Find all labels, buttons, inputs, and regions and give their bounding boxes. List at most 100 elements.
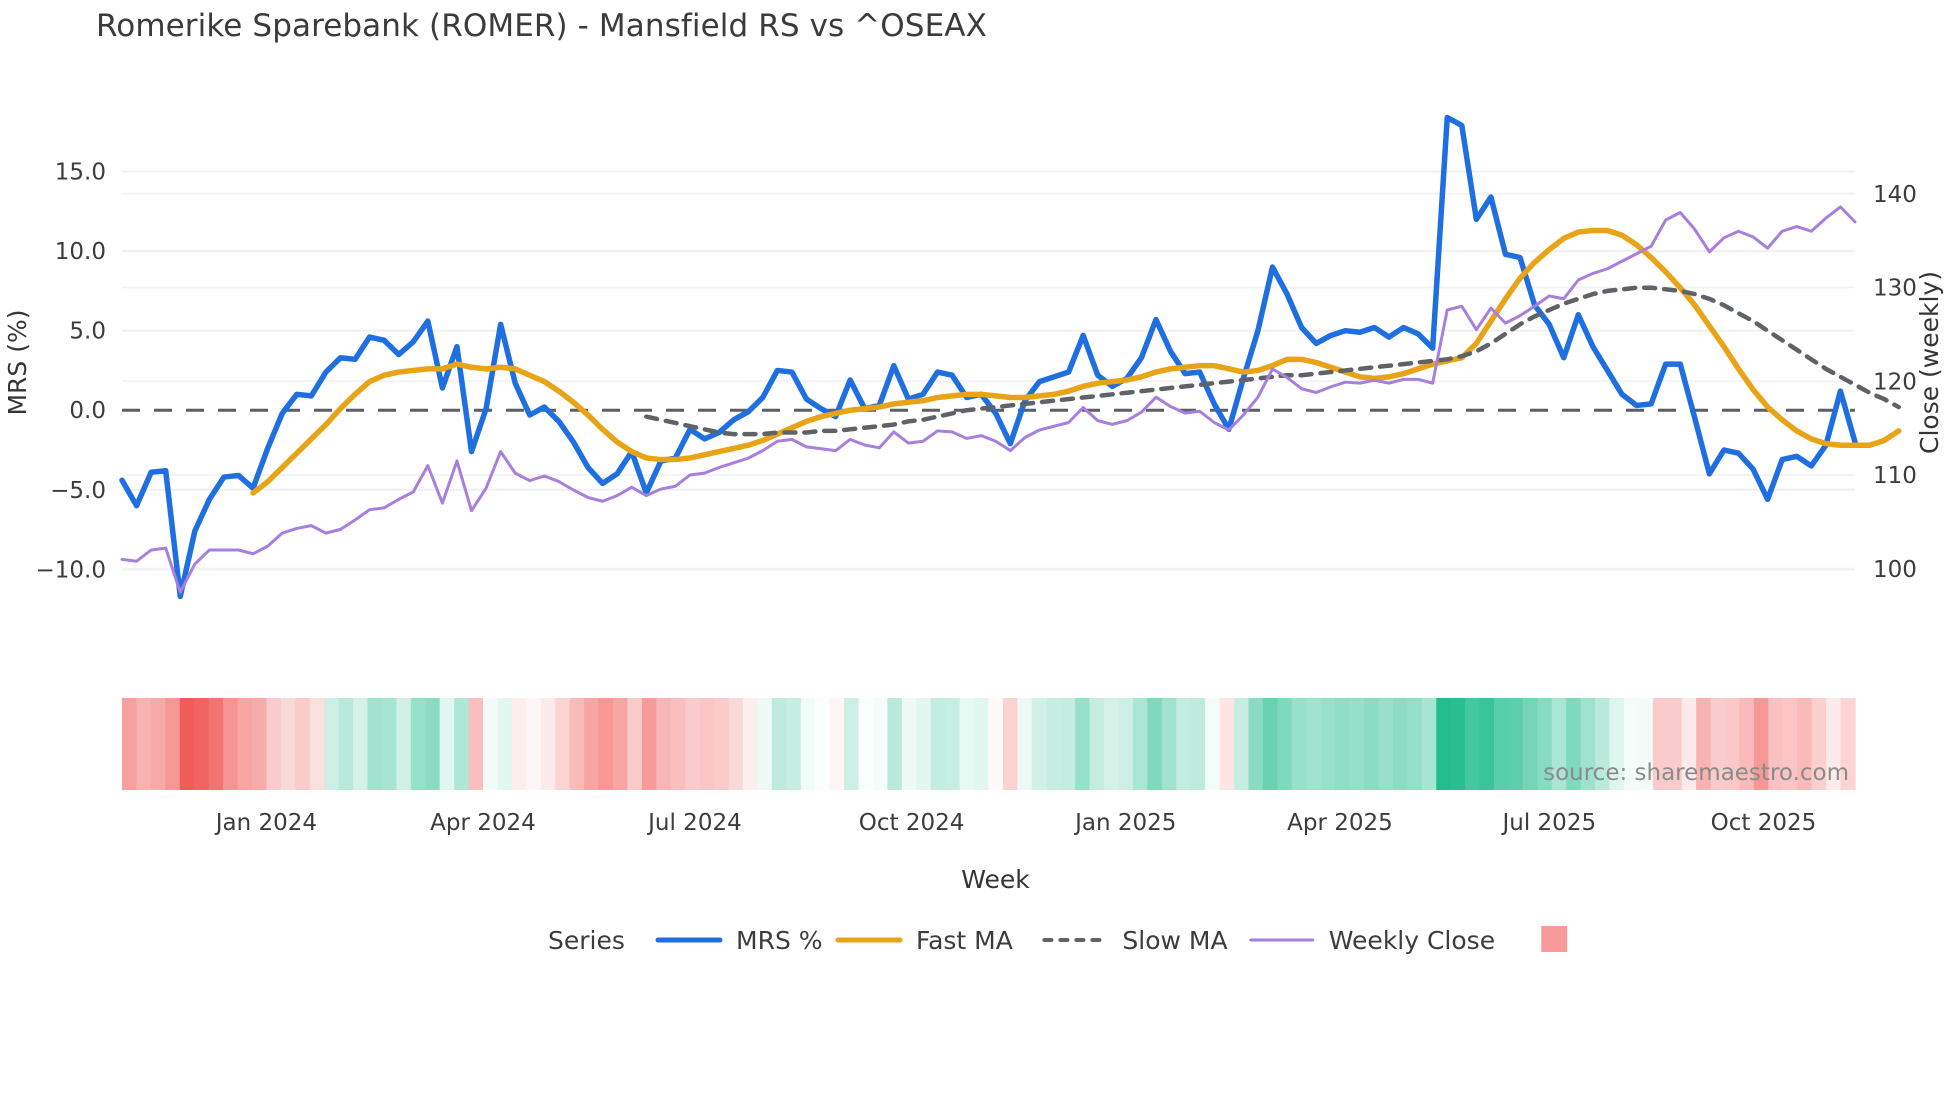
heatmap-band: [1782, 698, 1798, 790]
heatmap-band: [1046, 698, 1062, 790]
heatmap-band: [1840, 698, 1856, 790]
heatmap-band: [194, 698, 210, 790]
heatmap-band: [526, 698, 542, 790]
heatmap-band: [1176, 698, 1192, 790]
heatmap-band: [1811, 698, 1827, 790]
x-tick-label: Apr 2024: [430, 810, 536, 836]
heatmap-band: [569, 698, 585, 790]
legend-item[interactable]: MRS %: [655, 926, 823, 955]
heatmap-band: [309, 698, 325, 790]
y-tick-label: 5.0: [69, 319, 106, 345]
heatmap-band: [251, 698, 268, 790]
series-line: [119, 114, 1858, 600]
heatmap-band: [223, 698, 239, 790]
heatmap-band: [685, 698, 701, 790]
heatmap-band: [1537, 698, 1553, 790]
heatmap-band: [280, 698, 296, 790]
heatmap-band: [1378, 698, 1394, 790]
series-line: [250, 227, 1902, 496]
heatmap-band: [771, 698, 788, 790]
heatmap-band: [916, 698, 932, 790]
y-tick-label: 10.0: [55, 239, 106, 265]
heatmap-band: [1320, 698, 1336, 790]
heatmap-band: [1104, 698, 1120, 790]
y2-tick-label: 120: [1873, 369, 1917, 395]
legend-item-label: Fast MA: [916, 926, 1013, 955]
heatmap-band: [584, 698, 600, 790]
heatmap-band: [1638, 698, 1654, 790]
legend-item[interactable]: Slow MA: [1042, 926, 1228, 955]
heatmap-band: [555, 698, 571, 790]
heatmap-band: [1739, 698, 1755, 790]
heatmap-band: [1190, 698, 1206, 790]
heatmap-band: [742, 698, 759, 790]
y-tick-label: −10.0: [36, 557, 106, 583]
heatmap-band: [613, 698, 629, 790]
legend-item[interactable]: Weekly Close: [1249, 926, 1495, 955]
x-axis-title: Week: [961, 865, 1030, 894]
heatmap-band: [1335, 698, 1351, 790]
heatmap-band: [1234, 698, 1250, 790]
y-tick-label: 0.0: [69, 398, 106, 424]
heatmap-band: [425, 698, 441, 790]
heatmap-band: [1725, 698, 1741, 790]
y-tick-label: 15.0: [55, 160, 106, 186]
heatmap-band: [1306, 698, 1322, 790]
heatmap-band: [1465, 698, 1481, 790]
y2-tick-label: 100: [1873, 557, 1917, 583]
heatmap-band: [1147, 698, 1163, 790]
heatmap-band: [1421, 698, 1437, 790]
heatmap-band: [1696, 698, 1712, 790]
heatmap-band: [483, 698, 499, 790]
heatmap-band: [1508, 698, 1524, 790]
heatmap-band: [1017, 698, 1033, 790]
heatmap-band: [338, 698, 354, 790]
heatmap-band: [945, 698, 961, 790]
heatmap-band: [1118, 698, 1134, 790]
heatmap-band: [237, 698, 253, 790]
heatmap-band: [1551, 698, 1567, 790]
heatmap-band: [1595, 698, 1611, 790]
series-line: [644, 285, 1901, 437]
heatmap-band: [1450, 698, 1466, 790]
heatmap-band: [1031, 698, 1047, 790]
heatmap-band: [1768, 698, 1784, 790]
heatmap-band: [1219, 698, 1235, 790]
legend-item[interactable]: Fast MA: [835, 926, 1013, 955]
heatmap-band: [511, 698, 528, 790]
heatmap-band: [266, 698, 282, 790]
heatmap-band: [136, 698, 152, 790]
heatmap-band: [1623, 698, 1640, 790]
source-watermark: source: sharemaestro.com: [1543, 760, 1849, 786]
heatmap-band: [1349, 698, 1365, 790]
heatmap-band: [1205, 698, 1221, 790]
heatmap-band: [974, 698, 990, 790]
x-tick-label: Oct 2025: [1711, 810, 1817, 836]
heatmap-band: [540, 698, 556, 790]
heatmap-band: [1479, 698, 1495, 790]
heatmap-band: [1797, 698, 1813, 790]
y-axis-title: MRS (%): [3, 309, 32, 415]
heatmap-band: [1132, 698, 1149, 790]
heatmap-band: [930, 698, 946, 790]
heatmap-band: [901, 698, 917, 790]
heatmap-band: [1753, 698, 1770, 790]
legend-item-label: MRS %: [736, 926, 823, 955]
x-tick-label: Jul 2024: [646, 810, 742, 836]
heatmap-band: [728, 698, 744, 790]
heatmap-band: [829, 698, 845, 790]
y2-axis-title: Close (weekly): [1915, 271, 1944, 454]
heatmap-band: [367, 698, 383, 790]
x-tick-label: Jan 2025: [1073, 810, 1176, 836]
heatmap-band: [396, 698, 412, 790]
heatmap-band: [122, 698, 138, 790]
heatmap-band: [598, 698, 614, 790]
heatmap-band: [800, 698, 816, 790]
heatmap-band: [1407, 698, 1423, 790]
legend-color-swatch[interactable]: [1541, 926, 1568, 952]
heatmap-band: [1002, 698, 1019, 790]
heatmap-band: [165, 698, 181, 790]
x-tick-label: Apr 2025: [1287, 810, 1393, 836]
